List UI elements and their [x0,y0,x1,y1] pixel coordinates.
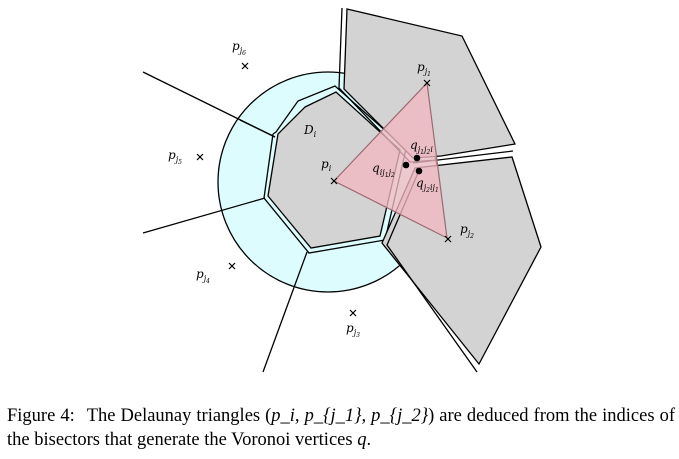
voronoi-vertex-q-j2ij1 [415,167,423,175]
site-marker-p-j4 [228,262,236,270]
label-p-i: pi [321,157,332,173]
bisector-lines [142,71,308,373]
figure-caption: Figure 4: The Delaunay triangles (p_i, p_… [7,404,675,452]
voronoi-delaunay-figure: pi pj1 pj2 pj3 pj4 pj5 pj6 Di qij1j2 qj1… [142,7,542,373]
label-D-i: Di [303,123,317,139]
delaunay-triangle [333,81,448,240]
site-marker-p-j1 [423,79,431,87]
site-markers [196,62,452,317]
site-marker-p-j2 [444,235,452,243]
caption-label: Figure 4: [7,406,75,426]
label-p-j5: pj5 [168,148,182,166]
label-p-j4: pj4 [196,267,210,285]
caption-text-end: . [366,430,372,450]
voronoi-vertex-q-ij1j2 [402,161,410,169]
caption-math-tuple: p_i, p_{j_1}, p_{j_2} [271,406,429,426]
caption-math-q: q [357,430,367,450]
caption-text-before: The Delaunay triangles ( [86,406,272,426]
radial-edge-1 [239,119,276,138]
site-marker-p-j5 [196,153,204,161]
label-p-j3: pj3 [346,321,360,339]
label-p-j6: pj6 [232,39,246,57]
label-q-j1j2i: qj1j2i [410,138,433,156]
cell-p-j1 [343,8,516,159]
bisector-ray-left [142,197,266,234]
voronoi-vertex-q-j1j2i [413,154,421,162]
caption-text-middle: ) are deduced from the indices of the bi… [7,406,675,450]
cell-p-i [267,91,401,249]
label-p-j2: pj2 [460,222,474,240]
site-marker-p-j6 [241,62,249,70]
label-q-ij1j2: qij1j2 [372,161,395,179]
label-p-j1: pj1 [417,60,431,78]
bisector-ray-bottom [262,251,308,373]
site-marker-p-i [330,177,338,185]
site-marker-p-j3 [349,309,357,317]
label-q-j2ij1: qj2ij1 [416,176,439,194]
